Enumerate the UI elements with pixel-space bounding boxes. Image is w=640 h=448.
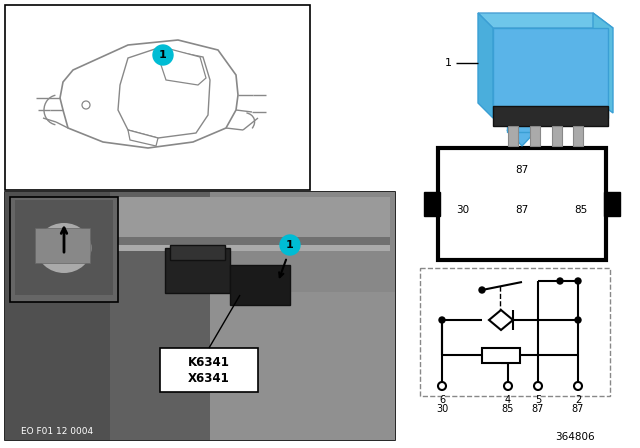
Bar xyxy=(507,118,537,132)
Circle shape xyxy=(575,278,581,284)
Bar xyxy=(530,126,540,146)
Bar xyxy=(508,126,518,146)
Text: 85: 85 xyxy=(502,404,514,414)
Text: EO F01 12 0004: EO F01 12 0004 xyxy=(21,427,93,436)
Bar xyxy=(110,245,390,251)
Text: 85: 85 xyxy=(574,205,588,215)
Text: 30: 30 xyxy=(456,205,470,215)
Ellipse shape xyxy=(36,223,92,273)
Circle shape xyxy=(153,45,173,65)
Bar xyxy=(5,5,310,190)
Bar xyxy=(110,197,390,237)
Text: K6341: K6341 xyxy=(188,356,230,369)
Text: 87: 87 xyxy=(572,404,584,414)
Bar xyxy=(160,348,258,392)
Bar xyxy=(210,192,395,292)
Bar xyxy=(15,200,113,295)
Text: 364806: 364806 xyxy=(555,432,595,442)
Bar xyxy=(10,197,118,302)
Polygon shape xyxy=(118,48,210,138)
Circle shape xyxy=(575,317,581,323)
Circle shape xyxy=(280,235,300,255)
Bar xyxy=(482,348,520,363)
Text: 5: 5 xyxy=(535,395,541,405)
Bar xyxy=(552,126,562,146)
Bar xyxy=(420,268,610,396)
Text: X6341: X6341 xyxy=(188,371,230,384)
Text: 87: 87 xyxy=(515,165,529,175)
Polygon shape xyxy=(478,13,493,118)
Bar xyxy=(210,292,395,440)
Text: 1: 1 xyxy=(286,240,294,250)
Bar xyxy=(493,106,608,126)
Bar xyxy=(35,228,90,263)
Polygon shape xyxy=(593,13,613,113)
Text: 6: 6 xyxy=(439,395,445,405)
Bar xyxy=(110,192,210,440)
Bar xyxy=(5,192,110,440)
Circle shape xyxy=(439,317,445,323)
Circle shape xyxy=(574,382,582,390)
Text: 87: 87 xyxy=(515,205,529,215)
Polygon shape xyxy=(128,130,158,146)
Polygon shape xyxy=(489,310,513,330)
Circle shape xyxy=(504,382,512,390)
Circle shape xyxy=(438,382,446,390)
Circle shape xyxy=(82,101,90,109)
Polygon shape xyxy=(507,130,537,146)
Polygon shape xyxy=(478,13,613,28)
Polygon shape xyxy=(60,40,238,148)
Bar xyxy=(170,245,225,260)
Text: 2: 2 xyxy=(575,395,581,405)
Bar xyxy=(230,265,290,305)
Circle shape xyxy=(479,287,485,293)
Bar xyxy=(165,248,230,293)
Bar xyxy=(493,28,608,118)
Bar xyxy=(110,237,390,245)
Circle shape xyxy=(534,382,542,390)
Text: 87: 87 xyxy=(532,404,544,414)
Text: 1: 1 xyxy=(159,50,167,60)
Text: 4: 4 xyxy=(505,395,511,405)
Bar xyxy=(438,148,606,260)
Bar xyxy=(424,192,440,216)
Text: 30: 30 xyxy=(436,404,448,414)
Text: 1: 1 xyxy=(445,58,451,68)
Bar xyxy=(5,192,395,440)
Bar xyxy=(573,126,583,146)
Bar xyxy=(604,192,620,216)
Polygon shape xyxy=(160,48,206,85)
Circle shape xyxy=(557,278,563,284)
